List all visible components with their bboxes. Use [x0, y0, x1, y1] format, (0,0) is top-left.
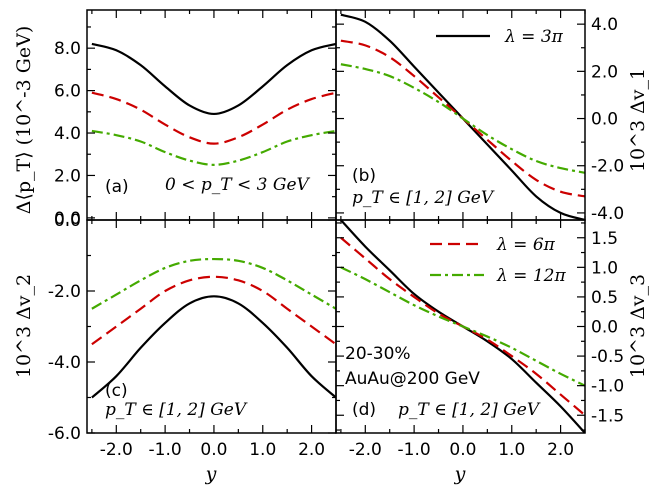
y-tick-label: 2.0 — [54, 166, 81, 186]
y-tick-label: 4.0 — [591, 15, 618, 35]
y-axis-title-d: 10^3 Δv_3 — [627, 274, 649, 378]
y-tick-label: -4.0 — [48, 353, 81, 373]
x-tick-label: 1.0 — [249, 440, 276, 460]
y-tick-label: -1.0 — [591, 377, 624, 397]
y-tick-label: -4.0 — [591, 204, 624, 224]
x-tick-label: 1.0 — [498, 440, 525, 460]
x-tick-label: 0.0 — [200, 440, 227, 460]
series-line-c-1 — [91, 295, 336, 399]
y-axis-title-a: Δ⟨p_T⟩ (10^-3 GeV) — [13, 26, 35, 215]
legend-label-6pi: λ = 6π — [496, 235, 556, 255]
y-tick-label: -2.0 — [591, 157, 624, 177]
x-tick-label: -2.0 — [349, 440, 382, 460]
centrality-label: 20-30% — [345, 344, 411, 364]
x-tick-label: -2.0 — [100, 440, 133, 460]
x-tick-label: -1.0 — [398, 440, 431, 460]
y-tick-label: 1.5 — [591, 229, 618, 249]
y-tick-label: 6.0 — [54, 82, 81, 102]
series-line-c-3 — [91, 257, 336, 310]
panel-b-annotation-text: p_T ∈ [1, 2] GeV — [352, 188, 495, 208]
y-tick-label: -1.5 — [591, 406, 624, 426]
panel-c-annotation-text: p_T ∈ [1, 2] GeV — [105, 400, 248, 420]
x-tick-label: -1.0 — [149, 440, 182, 460]
x-tick-label: 2.0 — [298, 440, 325, 460]
legend-bottom: λ = 6π λ = 12π — [430, 235, 566, 286]
y-tick-label: 2.0 — [591, 62, 618, 82]
x-axis-title-d: y — [454, 463, 466, 485]
panel-c-annotation: p_T ∈ [1, 2] GeV — [105, 400, 248, 420]
panel-d-annotation-text: p_T ∈ [1, 2] GeV — [398, 400, 541, 420]
collision-system-label: AuAu@200 GeV — [345, 369, 480, 389]
y-tick-label: 8.0 — [54, 39, 81, 59]
y-tick-label: -2.0 — [48, 282, 81, 302]
legend-label-12pi: λ = 12π — [496, 266, 566, 286]
x-axis-title-c: y — [205, 463, 217, 485]
panel-d-frame — [335, 219, 586, 434]
series-line-b-3 — [340, 63, 585, 174]
y-axis-title-b: 10^3 Δv_1 — [627, 68, 649, 172]
y-tick-label: 0.0 — [591, 318, 618, 338]
series-line-a-1 — [91, 42, 336, 116]
series-line-a-2 — [91, 91, 336, 145]
panel-d-annotation: p_T ∈ [1, 2] GeV — [398, 400, 541, 420]
panel-d-label: (d) — [352, 400, 376, 420]
y-tick-label: 0.0 — [54, 211, 81, 231]
panel-a-label: (a) — [105, 177, 129, 197]
panel-a-annotation-text: 0 < p_T < 3 GeV — [165, 175, 311, 195]
y-tick-label: 4.0 — [54, 124, 81, 144]
y-axis-title-c: 10^3 Δv_2 — [13, 274, 35, 378]
y-tick-label: -6.0 — [48, 424, 81, 444]
y-tick-label: 0.0 — [54, 209, 81, 229]
x-tick-label: 2.0 — [547, 440, 574, 460]
y-tick-label: 1.0 — [591, 258, 618, 278]
panel-c-label: (c) — [105, 381, 128, 401]
series-line-d-3 — [340, 266, 585, 387]
legend-top: λ = 3π — [436, 27, 564, 47]
series-line-a-3 — [91, 129, 336, 166]
legend-label-3pi: λ = 3π — [504, 27, 564, 47]
panel-b-annotation: p_T ∈ [1, 2] GeV — [352, 188, 495, 208]
y-tick-label: 0.5 — [591, 288, 618, 308]
y-tick-label: 0.0 — [591, 110, 618, 130]
panel-b-label: (b) — [352, 166, 376, 186]
y-tick-label: -0.5 — [591, 347, 624, 367]
x-tick-label: 0.0 — [449, 440, 476, 460]
panel-a-annotation: 0 < p_T < 3 GeV — [165, 175, 311, 195]
